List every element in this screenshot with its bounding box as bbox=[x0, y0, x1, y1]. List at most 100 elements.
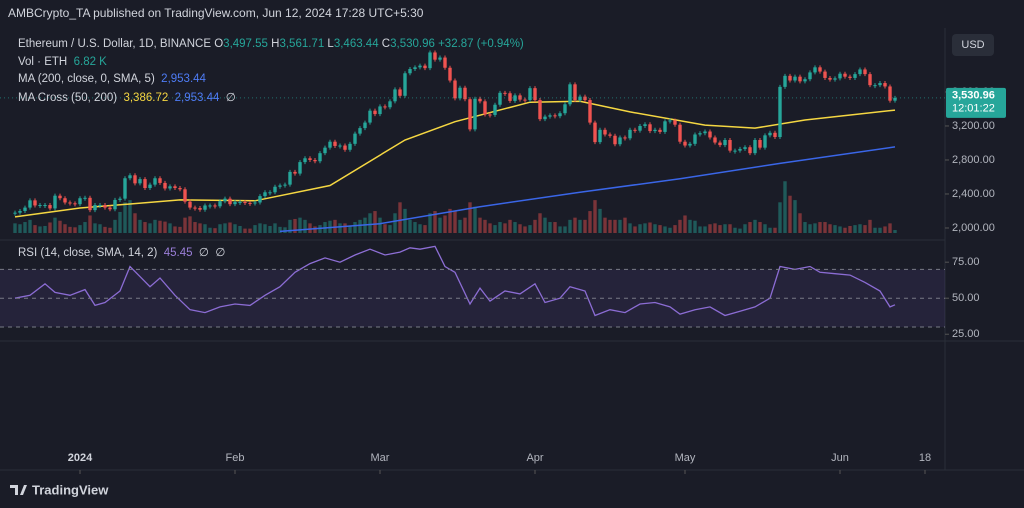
volume-bar bbox=[73, 227, 77, 233]
volume-bar bbox=[793, 200, 797, 233]
y-tick-label: 3,200.00 bbox=[952, 120, 995, 132]
volume-bar bbox=[173, 226, 177, 233]
volume-bar bbox=[873, 227, 877, 233]
volume-bar bbox=[453, 211, 457, 233]
volume-bar bbox=[148, 223, 152, 233]
volume-bar bbox=[98, 224, 102, 233]
volume-bar bbox=[398, 202, 402, 233]
legend-vol: Vol · ETH 6.82 K bbox=[18, 56, 107, 68]
volume-bar bbox=[778, 202, 782, 233]
volume-bar bbox=[348, 226, 352, 233]
volume-bar bbox=[583, 219, 587, 233]
volume-bar bbox=[858, 224, 862, 233]
volume-bar bbox=[838, 226, 842, 233]
volume-bar bbox=[353, 222, 357, 233]
volume-bar bbox=[678, 219, 682, 233]
volume-bar bbox=[178, 226, 182, 233]
volume-bar bbox=[378, 217, 382, 233]
volume-bar bbox=[618, 219, 622, 233]
volume-bar bbox=[743, 224, 747, 233]
volume-bar bbox=[758, 222, 762, 233]
volume-bar bbox=[503, 223, 507, 233]
legend-ma200: MA (200, close, 0, SMA, 5) 2,953.44 bbox=[18, 73, 206, 85]
ma200-label: MA (200, close, 0, SMA, 5) bbox=[18, 73, 155, 85]
logo-icon bbox=[10, 485, 27, 495]
volume-bar bbox=[748, 222, 752, 233]
volume-bar bbox=[538, 213, 542, 233]
volume-bar bbox=[558, 226, 562, 233]
symbol: Ethereum / U.S. Dollar, 1D, BINANCE bbox=[18, 38, 212, 50]
volume-bar bbox=[533, 219, 537, 233]
ma200: 2,953.44 bbox=[161, 73, 206, 85]
volume-bar bbox=[733, 227, 737, 233]
volume-bar bbox=[553, 222, 557, 233]
high: 3,561.71 bbox=[279, 38, 325, 50]
volume-bar bbox=[438, 217, 442, 233]
volume-bar bbox=[563, 226, 567, 233]
volume-bar bbox=[13, 223, 17, 233]
volume-bar bbox=[48, 222, 52, 233]
change: +32.87 (+0.94%) bbox=[438, 38, 524, 50]
volume-bar bbox=[818, 222, 822, 233]
volume-bar bbox=[18, 224, 22, 233]
volume-bar bbox=[783, 181, 787, 233]
volume-bar bbox=[888, 223, 892, 233]
volume-bar bbox=[643, 223, 647, 233]
volume-bar bbox=[63, 224, 67, 233]
footer-brand: TradingView bbox=[32, 482, 109, 497]
volume-bar bbox=[603, 217, 607, 233]
volume-bar bbox=[788, 195, 792, 233]
x-tick-label: May bbox=[675, 452, 696, 464]
volume-bar bbox=[633, 226, 637, 233]
volume-bar bbox=[188, 216, 192, 233]
volume-bar bbox=[623, 217, 627, 233]
y-tick-label: 2,400.00 bbox=[952, 188, 995, 200]
currency[interactable]: USD bbox=[961, 39, 984, 51]
volume-bar bbox=[578, 219, 582, 233]
volume-bar bbox=[708, 224, 712, 233]
volume-bar bbox=[813, 223, 817, 233]
volume-bar bbox=[548, 222, 552, 233]
volume-bar bbox=[58, 220, 62, 233]
ma-50-line bbox=[14, 100, 896, 218]
volume-bar bbox=[213, 228, 217, 233]
volume-bar bbox=[798, 213, 802, 233]
volume-bar bbox=[423, 225, 427, 233]
legend-macross: MA Cross (50, 200) 3,386.72 2,953.44 ∅ bbox=[18, 90, 236, 104]
volume-bar bbox=[863, 225, 867, 233]
volume-bar bbox=[243, 228, 247, 233]
volume-bar bbox=[688, 219, 692, 233]
ma-200-line bbox=[279, 146, 896, 233]
volume-bar bbox=[303, 219, 307, 233]
x-tick-label: Jun bbox=[831, 452, 849, 464]
volume-bar bbox=[263, 224, 267, 233]
volume-bar bbox=[38, 226, 42, 233]
volume-bar bbox=[248, 228, 252, 233]
volume-bar bbox=[738, 228, 742, 233]
volume-bar bbox=[418, 224, 422, 233]
volume-bar bbox=[828, 224, 832, 233]
volume-bar bbox=[228, 222, 232, 233]
volume-bar bbox=[393, 213, 397, 233]
volume-bar bbox=[258, 223, 262, 233]
volume-bar bbox=[388, 225, 392, 233]
volume-bar bbox=[473, 206, 477, 233]
volume-bar bbox=[43, 225, 47, 233]
volume-bar bbox=[843, 227, 847, 233]
volume-bar bbox=[768, 227, 772, 233]
volume-bar bbox=[223, 223, 227, 233]
volume-bar bbox=[53, 217, 57, 233]
volume-bar bbox=[498, 222, 502, 233]
volume-bar bbox=[713, 223, 717, 233]
volume-bar bbox=[413, 222, 417, 233]
volume-bar bbox=[728, 224, 732, 233]
volume-bar bbox=[823, 222, 827, 233]
x-tick-label: 18 bbox=[919, 452, 931, 464]
currency-button[interactable] bbox=[952, 34, 994, 56]
macross-slow: 2,953.44 bbox=[174, 92, 220, 104]
volume-bar bbox=[648, 222, 652, 233]
volume-bar bbox=[698, 226, 702, 233]
volume-bar bbox=[808, 224, 812, 233]
volume-bar bbox=[483, 219, 487, 233]
